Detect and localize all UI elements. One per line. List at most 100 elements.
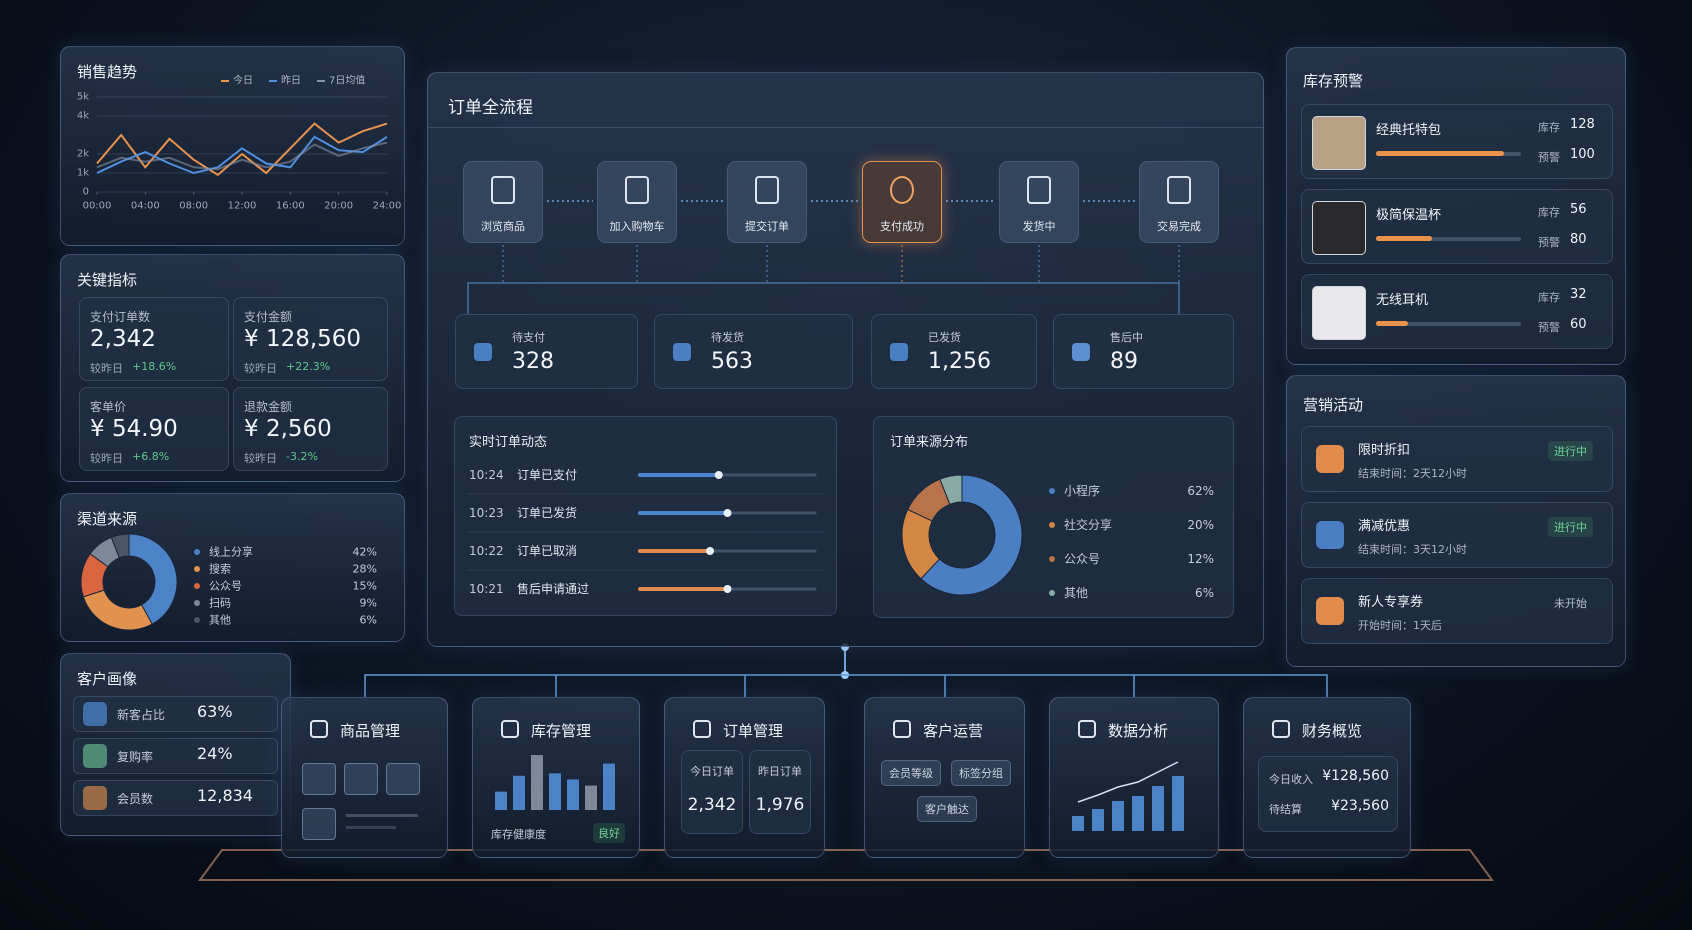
legend-dot xyxy=(194,617,200,623)
chart-svg xyxy=(495,755,615,810)
metric-compare: 较昨日 xyxy=(244,452,277,465)
metric-value: ¥ 128,560 xyxy=(244,326,362,352)
row-label: 复购率 xyxy=(117,750,154,764)
module-card[interactable]: 数据分析 xyxy=(1049,697,1219,858)
health-label: 库存健康度 xyxy=(491,828,546,841)
chart-svg: 线上分享 42% 搜索 28% 公众号 15% 扫码 9% 其他 6% xyxy=(80,533,377,631)
tag[interactable]: 标签分组 xyxy=(951,760,1011,786)
flow-step: 浏览商品 xyxy=(463,161,543,243)
status-label: 已发货 xyxy=(928,331,961,344)
legend-label: 公众号 xyxy=(209,580,242,593)
legend-dot xyxy=(1049,488,1055,494)
legend-dot xyxy=(194,583,200,589)
step-icon xyxy=(1167,176,1191,204)
pie-slice xyxy=(82,589,153,631)
flow-step: 支付成功 xyxy=(862,161,942,243)
row-time: 10:22 xyxy=(469,544,504,558)
module-icon xyxy=(693,720,711,738)
y-tick-label: 1k xyxy=(77,168,89,179)
row-label: 新客占比 xyxy=(117,708,166,722)
legend-label: 线上分享 xyxy=(209,545,253,559)
step-label: 浏览商品 xyxy=(481,220,525,233)
row-bg xyxy=(73,696,278,732)
mini-bar xyxy=(1072,816,1084,831)
campaign-name: 满减优惠 xyxy=(1358,519,1411,534)
module-card[interactable]: 订单管理 今日订单 2,342 昨日订单 1,976 xyxy=(664,697,825,858)
status-label: 售后中 xyxy=(1110,331,1143,344)
row-event: 订单已发货 xyxy=(517,505,577,520)
x-tick-label: 24:00 xyxy=(373,201,402,212)
legend-label: 7日均值 xyxy=(329,74,365,87)
panel-title: 订单全流程 xyxy=(448,98,533,118)
legend-label: 社交分享 xyxy=(1064,517,1112,532)
metric-change: -3.2% xyxy=(286,450,318,463)
stock-bar xyxy=(1376,321,1408,326)
alert-label: 预警 xyxy=(1538,321,1560,334)
mini-bar xyxy=(1152,786,1164,831)
metric-change: +6.8% xyxy=(132,450,170,463)
module-card[interactable]: 库存管理 库存健康度 良好 xyxy=(472,697,640,858)
finance-value: ¥23,560 xyxy=(1331,798,1389,814)
mini-bar xyxy=(495,791,507,810)
channel-panel: 渠道来源 线上分享 42% 搜索 28% 公众号 15% 扫码 9% 其他 6% xyxy=(60,493,405,642)
step-icon xyxy=(755,176,779,204)
mini-bar xyxy=(567,779,579,810)
divider xyxy=(428,127,1263,128)
campaign-status: 进行中 xyxy=(1548,517,1593,537)
row-icon xyxy=(83,702,107,726)
status-icon xyxy=(1072,343,1090,361)
tag[interactable]: 客户触达 xyxy=(917,796,977,822)
row-value: 24% xyxy=(197,744,233,763)
mini-bar xyxy=(1112,801,1124,831)
module-icon xyxy=(501,720,519,738)
metric-value: 2,342 xyxy=(90,326,156,352)
metric-label: 客单价 xyxy=(90,400,127,414)
y-tick-label: 5k xyxy=(77,92,89,103)
step-icon xyxy=(890,176,914,204)
module-title: 客户运营 xyxy=(923,722,984,740)
module-card[interactable]: 财务概览 今日收入 ¥128,560 待结算 ¥23,560 xyxy=(1243,697,1411,858)
row-time: 10:21 xyxy=(469,582,504,596)
legend-dot xyxy=(194,566,200,572)
module-card[interactable]: 客户运营会员等级 标签分组客户触达 xyxy=(864,697,1025,858)
placeholder-line xyxy=(346,814,418,817)
campaign-time: 结束时间：2天12小时 xyxy=(1358,467,1467,480)
mini-trend xyxy=(1077,761,1179,803)
module-card[interactable]: 商品管理 xyxy=(281,697,448,858)
campaign-item: 满减优惠 结束时间：3天12小时 进行中 xyxy=(1301,502,1613,568)
alert-value: 60 xyxy=(1570,317,1587,332)
thumb xyxy=(344,763,378,795)
tag[interactable]: 会员等级 xyxy=(881,760,941,786)
metric-compare: 较昨日 xyxy=(90,362,123,375)
chart-svg: 10:24 订单已支付 10:23 订单已发货 10:22 订单已取消 10:21 售后申请通… xyxy=(467,468,825,596)
status-card: 待支付 328 xyxy=(455,314,638,389)
y-tick-label: 2k xyxy=(77,149,89,160)
campaign-name: 新人专享券 xyxy=(1358,595,1424,610)
source-panel: 订单来源分布 小程序 62% 社交分享 20% 公众号 12% 其他 6% xyxy=(873,416,1234,618)
legend-dot xyxy=(1049,522,1055,528)
alert-value: 80 xyxy=(1570,232,1587,247)
legend-dot xyxy=(1049,556,1055,562)
y-tick-label: 0 xyxy=(83,187,89,198)
stat-label: 昨日订单 xyxy=(758,765,802,778)
chart-svg: 0 1k 2k 4k 5k 00:00 04:00 08:00 12:00 16:00 20:00 2… xyxy=(77,74,402,212)
panel-title: 订单来源分布 xyxy=(890,435,969,450)
status-icon xyxy=(673,343,691,361)
flow-step: 发货中 xyxy=(999,161,1079,243)
product-name: 经典托特包 xyxy=(1376,123,1442,138)
row-event: 售后申请通过 xyxy=(517,581,589,596)
x-tick-label: 04:00 xyxy=(131,201,160,212)
connectors xyxy=(555,675,1135,697)
pie-slice xyxy=(128,533,178,625)
module-title: 数据分析 xyxy=(1108,722,1169,740)
row-value: 12,834 xyxy=(197,786,253,805)
stock-bar xyxy=(1376,236,1432,241)
product-name: 极简保温杯 xyxy=(1376,208,1442,223)
stat-value: 1,976 xyxy=(755,795,805,815)
legend-dot xyxy=(194,549,200,555)
value-label: 9% xyxy=(360,597,377,610)
status-card: 售后中 89 xyxy=(1053,314,1234,389)
pie-slice xyxy=(920,474,1023,596)
campaign-icon xyxy=(1316,521,1344,549)
